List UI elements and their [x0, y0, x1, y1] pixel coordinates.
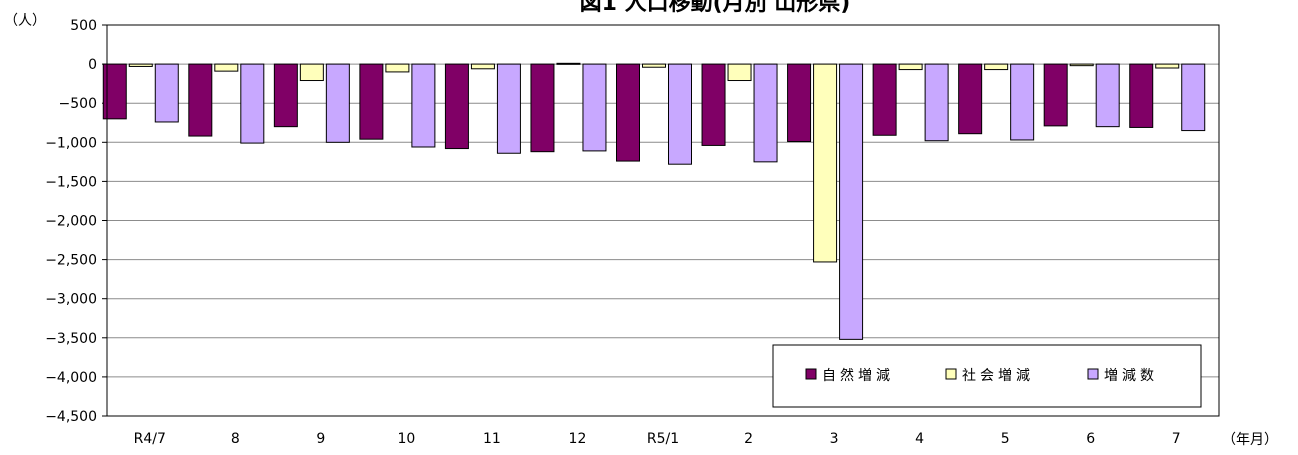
x-tick-label: 11: [483, 431, 501, 447]
x-tick-label: 4: [915, 431, 924, 447]
bar-2-7: [753, 63, 778, 163]
bar-0-0: [102, 63, 127, 120]
legend-box: [772, 344, 1202, 408]
bar-2-6: [668, 63, 692, 165]
x-tick-label: 3: [830, 431, 839, 447]
x-axis-unit: （年月）: [1222, 432, 1278, 448]
bar-2-3: [411, 63, 436, 148]
y-tick-label: −1,500: [45, 174, 97, 190]
legend-label: 自然増減: [822, 367, 894, 384]
bar-1-11: [1069, 63, 1094, 67]
y-axis-ticks: 500 0 −500 −1,000 −1,500 −2,000 −2,500 −3,000 −3…: [45, 18, 107, 425]
bar-2-11: [1095, 63, 1120, 128]
bar-1-8: [813, 63, 838, 263]
x-tick-label: 7: [1172, 431, 1181, 447]
bar-1-4: [470, 63, 495, 70]
bar-1-9: [898, 63, 923, 71]
bar-1-5: [556, 62, 581, 65]
bar-0-5: [530, 63, 555, 153]
bar-1-7: [727, 63, 752, 82]
bar-2-9: [924, 63, 949, 142]
x-tick-label: R5/1: [647, 431, 679, 447]
bar-0-7: [701, 63, 726, 146]
x-tick-label: 9: [316, 431, 325, 447]
bar-0-3: [359, 63, 384, 140]
bar-2-8: [839, 63, 864, 340]
y-tick-label: 500: [70, 18, 97, 34]
y-tick-label: −1,000: [45, 135, 97, 151]
bar-1-10: [984, 63, 1009, 71]
bar-1-6: [642, 63, 666, 68]
bars: [102, 62, 1206, 340]
y-tick-label: 0: [88, 57, 97, 73]
x-tick-label: 2: [744, 431, 753, 447]
bar-1-1: [214, 63, 239, 72]
x-tick-label: R4/7: [134, 431, 166, 447]
x-axis-ticks: R4/7 8 9 10 11 12 R5/1 2 3 4 5 6 7: [134, 431, 1181, 447]
bar-1-3: [385, 63, 410, 73]
bar-2-2: [325, 63, 350, 143]
x-tick-label: 6: [1086, 431, 1095, 447]
bar-1-0: [128, 63, 153, 67]
legend-label: 社会増減: [962, 367, 1034, 384]
bar-0-2: [273, 63, 298, 128]
bar-0-11: [1043, 63, 1068, 127]
bar-1-2: [299, 63, 324, 82]
x-tick-label: 8: [231, 431, 240, 447]
y-tick-label: −3,000: [45, 292, 97, 308]
legend-label: 増減数: [1104, 367, 1158, 384]
bar-2-0: [154, 63, 179, 123]
y-tick-label: −500: [59, 96, 97, 112]
legend-swatch: [945, 368, 957, 380]
y-tick-label: −2,000: [45, 214, 97, 230]
bar-0-8: [787, 63, 812, 143]
bar-0-12: [1129, 63, 1154, 128]
plot-area: [106, 24, 1220, 417]
bar-0-9: [872, 63, 897, 136]
x-tick-label: 10: [397, 431, 415, 447]
bar-0-1: [188, 63, 213, 137]
legend: 自然増減 社会増減 増減数: [772, 344, 1202, 408]
legend-swatch: [805, 368, 817, 380]
legend-swatch: [1087, 368, 1099, 380]
bar-0-10: [958, 63, 983, 135]
bar-2-10: [1010, 63, 1035, 141]
y-axis-unit: （人）: [4, 13, 46, 29]
bar-1-12: [1155, 63, 1180, 69]
y-tick-label: −3,500: [45, 331, 97, 347]
bar-2-1: [240, 63, 265, 144]
bar-0-4: [444, 63, 469, 150]
y-tick-label: −2,500: [45, 253, 97, 269]
bar-2-5: [582, 63, 607, 152]
x-tick-label: 12: [569, 431, 587, 447]
y-tick-label: −4,500: [45, 409, 97, 425]
x-tick-label: 5: [1001, 431, 1010, 447]
chart-title: 図1 人口移動(月別 山形県): [580, 0, 851, 16]
bar-2-12: [1181, 63, 1206, 132]
y-tick-label: −4,000: [45, 370, 97, 386]
bar-0-6: [616, 63, 640, 162]
bar-2-4: [496, 63, 521, 154]
